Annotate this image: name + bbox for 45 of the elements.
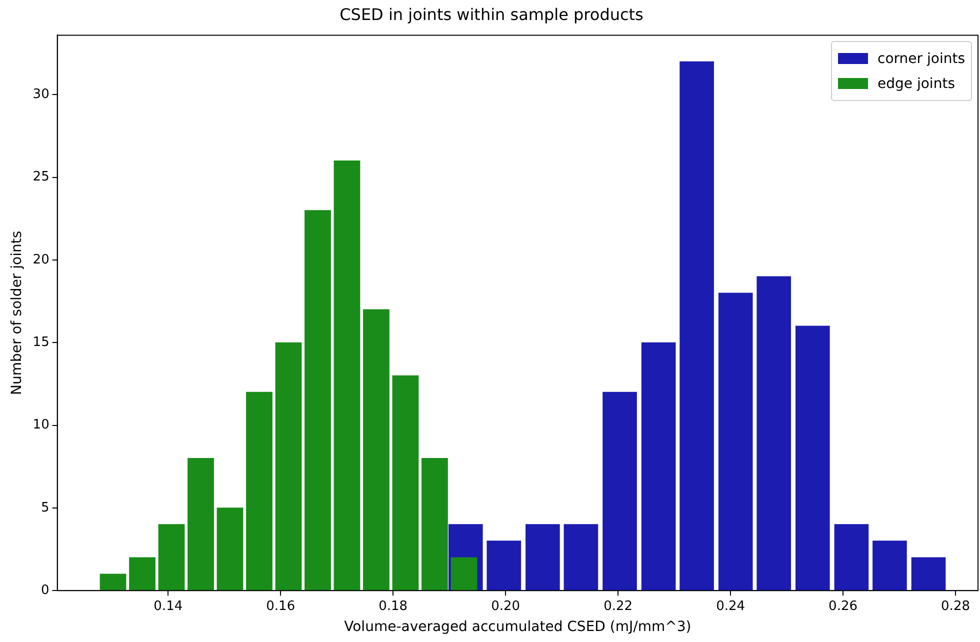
bar [564, 524, 598, 590]
bar [486, 540, 522, 590]
bar [526, 524, 560, 590]
bar [275, 342, 302, 590]
bar [392, 375, 419, 590]
x-axis-title: Volume-averaged accumulated CSED (mJ/mm^3) [344, 619, 692, 636]
bar [834, 524, 869, 590]
bar [602, 392, 637, 590]
bar [216, 508, 244, 590]
x-tick-label: 0.22 [604, 598, 633, 614]
x-tick-label: 0.16 [266, 598, 296, 614]
bar [246, 392, 272, 590]
bar [718, 292, 753, 590]
bar [795, 326, 830, 590]
bar [188, 458, 214, 590]
y-tick-label: 5 [41, 500, 50, 516]
bar [363, 309, 390, 590]
y-tick-label: 20 [32, 252, 50, 268]
x-tick-label: 0.20 [491, 598, 520, 614]
y-tick-label: 25 [32, 170, 50, 185]
bar [334, 160, 360, 590]
chart-title: CSED in joints within sample products [340, 4, 644, 24]
bar [756, 276, 792, 590]
x-tick-label: 0.14 [154, 598, 183, 614]
y-tick-label: 30 [32, 87, 50, 102]
legend-label: edge joints [878, 76, 955, 92]
bar [641, 342, 676, 590]
bar [450, 557, 478, 590]
bar [680, 61, 714, 590]
bar [129, 557, 156, 590]
y-axis-title: Number of solder joints [9, 230, 26, 395]
bar [158, 524, 185, 590]
x-tick-label: 0.26 [828, 598, 858, 614]
legend-label: corner joints [878, 50, 965, 67]
bar [911, 557, 946, 590]
y-tick-label: 10 [32, 418, 50, 433]
y-tick-label: 0 [41, 582, 50, 598]
x-tick-label: 0.28 [941, 598, 970, 614]
y-tick-label: 15 [32, 335, 50, 350]
bar [422, 458, 448, 590]
bar [872, 540, 907, 590]
x-tick-label: 0.18 [378, 598, 408, 614]
bar [304, 210, 331, 590]
bar [100, 574, 126, 590]
x-tick-label: 0.24 [716, 598, 746, 614]
